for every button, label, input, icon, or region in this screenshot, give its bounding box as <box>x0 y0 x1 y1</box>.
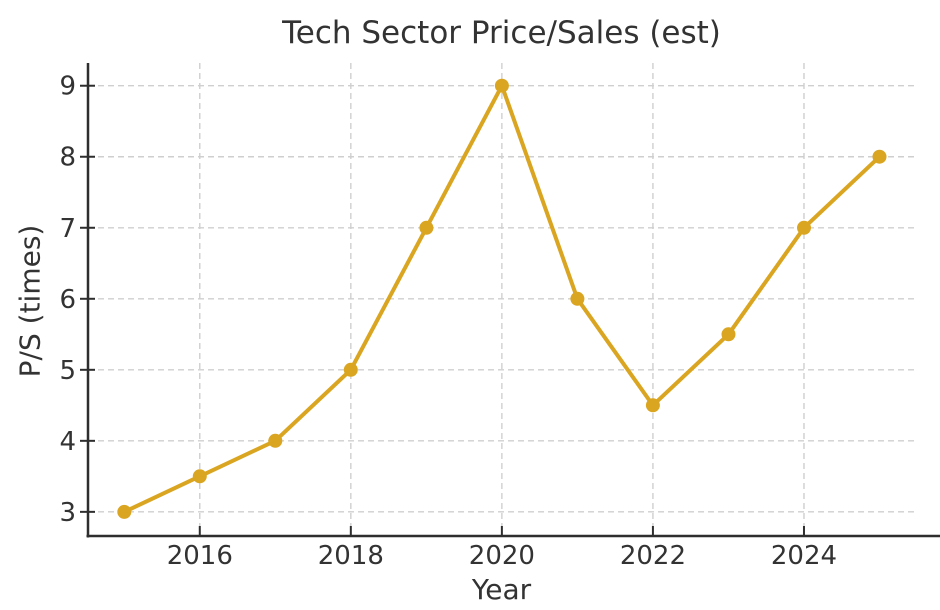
y-tick-label: 6 <box>59 285 76 315</box>
data-point-marker <box>645 398 660 413</box>
data-point-marker <box>192 469 207 484</box>
y-tick-label: 8 <box>59 143 76 173</box>
data-point-marker <box>117 504 132 519</box>
y-tick-label: 4 <box>59 427 76 457</box>
data-point-marker <box>419 220 434 235</box>
x-axis-title: Year <box>471 573 532 606</box>
y-tick-label: 7 <box>59 214 76 244</box>
data-point-marker <box>872 149 887 164</box>
data-point-marker <box>570 291 585 306</box>
y-tick-label: 9 <box>59 72 76 102</box>
x-tick-label: 2022 <box>620 541 686 571</box>
x-tick-label: 2016 <box>167 541 233 571</box>
data-point-marker <box>343 362 358 377</box>
data-point-marker <box>268 433 283 448</box>
data-point-marker <box>494 78 509 93</box>
x-tick-label: 2020 <box>469 541 535 571</box>
y-tick-label: 3 <box>59 498 76 528</box>
x-tick-label: 2018 <box>318 541 384 571</box>
x-tick-label: 2024 <box>771 541 837 571</box>
data-point-marker <box>721 327 736 342</box>
chart-title: Tech Sector Price/Sales (est) <box>282 15 721 51</box>
y-tick-label: 5 <box>59 356 76 386</box>
data-point-marker <box>797 220 811 235</box>
